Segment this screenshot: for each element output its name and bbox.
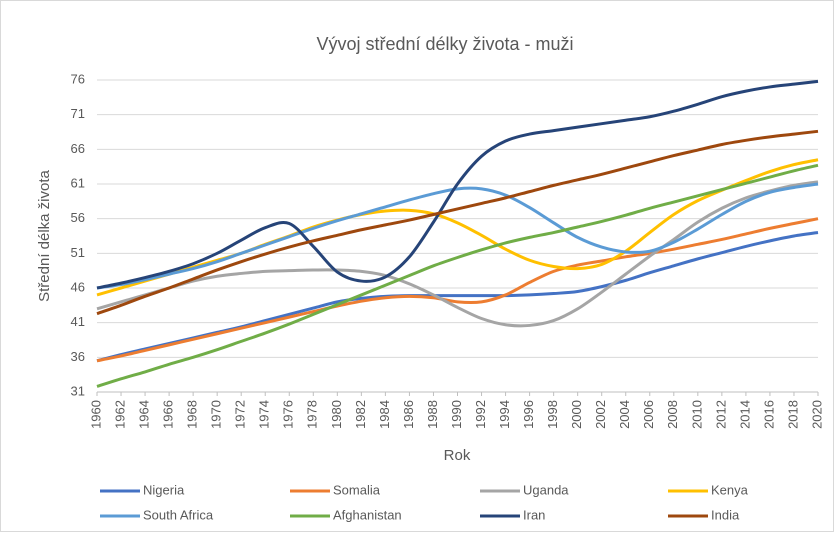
x-tick-label: 2020 [809,400,824,429]
x-tick-label: 1970 [209,400,224,429]
x-tick-label: 1972 [233,400,248,429]
x-tick-label: 1962 [112,400,127,429]
x-tick-label: 1992 [473,400,488,429]
x-tick-label: 2010 [689,400,704,429]
y-tick-label: 36 [71,349,85,364]
x-tick-label: 1966 [161,400,176,429]
x-tick-label: 2002 [593,400,608,429]
y-tick-label: 71 [71,106,85,121]
legend-label: South Africa [143,507,214,522]
legend-label: Iran [523,507,545,522]
y-tick-label: 56 [71,210,85,225]
x-tick-label: 2016 [761,400,776,429]
y-tick-label: 41 [71,314,85,329]
legend-label: Nigeria [143,482,185,497]
x-tick-label: 1994 [497,400,512,429]
x-tick-label: 1986 [401,400,416,429]
x-tick-label: 1988 [425,400,440,429]
series-line [96,180,819,328]
x-tick-label: 1984 [377,400,392,429]
x-tick-label: 2006 [641,400,656,429]
series-line [96,217,819,363]
y-tick-label: 61 [71,175,85,190]
x-tick-label: 1978 [305,400,320,429]
y-tick-label: 31 [71,383,85,398]
x-tick-label: 2008 [665,400,680,429]
x-tick-label: 2000 [569,400,584,429]
legend-label: Somalia [333,482,381,497]
x-tick-label: 1974 [257,400,272,429]
x-tick-label: 1996 [521,400,536,429]
x-tick-label: 1998 [545,400,560,429]
x-tick-label: 2018 [785,400,800,429]
y-tick-label: 76 [71,71,85,86]
x-axis-label: Rok [444,447,471,464]
y-tick-label: 51 [71,245,85,260]
x-tick-label: 1968 [185,400,200,429]
x-tick-label: 1976 [281,400,296,429]
x-tick-label: 1990 [449,400,464,429]
x-tick-label: 2004 [617,400,632,429]
series-line [96,182,819,290]
y-tick-label: 46 [71,279,85,294]
legend-label: Uganda [523,482,569,497]
x-tick-label: 2012 [713,400,728,429]
chart-title: Vývoj střední délky života - muži [316,34,573,54]
x-tick-label: 1960 [88,400,103,429]
y-axis-label: Střední délka života [36,169,53,301]
x-tick-label: 1982 [353,400,368,429]
x-tick-label: 1980 [329,400,344,429]
x-tick-label: 1964 [137,400,152,429]
series-line [96,79,819,290]
y-tick-label: 66 [71,141,85,156]
x-tick-label: 2014 [737,400,752,429]
legend-label: Kenya [711,482,749,497]
legend-label: Afghanistan [333,507,402,522]
series-line [96,163,819,388]
legend-label: India [711,507,740,522]
series-line [96,129,819,316]
